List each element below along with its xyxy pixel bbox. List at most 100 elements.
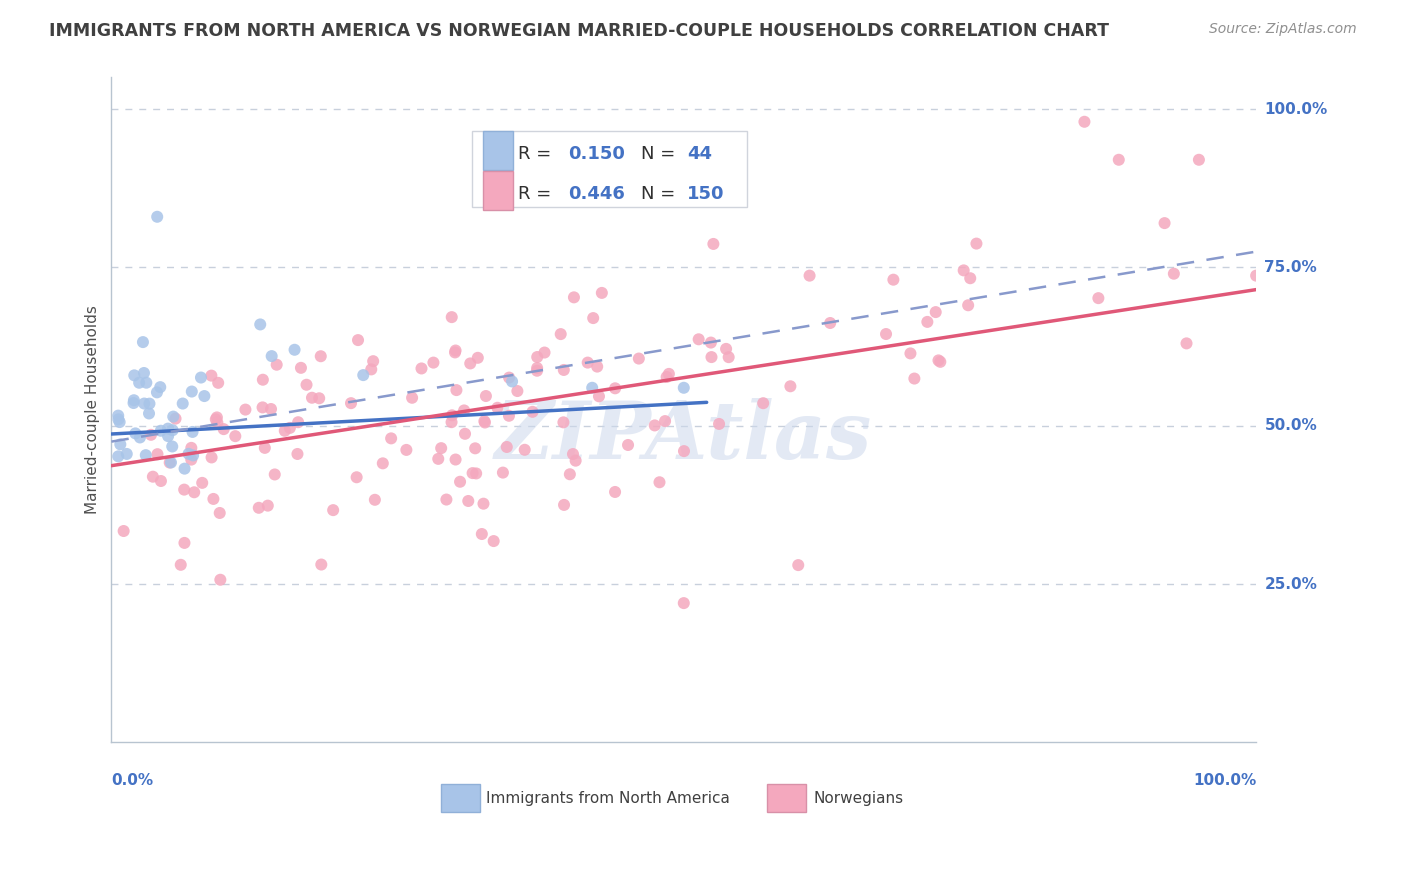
Point xyxy=(558,467,581,482)
Point xyxy=(122,368,145,383)
Point xyxy=(929,355,952,369)
Point xyxy=(132,366,155,380)
Point xyxy=(787,558,810,573)
Point xyxy=(1244,268,1267,283)
Point xyxy=(458,356,481,370)
Point xyxy=(526,364,548,378)
Point xyxy=(173,483,195,497)
Point xyxy=(903,371,925,385)
Point xyxy=(160,455,183,469)
Point xyxy=(617,438,640,452)
Point xyxy=(752,396,775,410)
Point xyxy=(287,415,309,429)
Point xyxy=(290,360,312,375)
Point xyxy=(553,415,575,429)
Point xyxy=(191,475,214,490)
FancyBboxPatch shape xyxy=(484,170,513,210)
Point xyxy=(200,450,222,465)
Point xyxy=(115,447,138,461)
Point xyxy=(702,236,724,251)
Point xyxy=(1163,267,1185,281)
Point xyxy=(371,456,394,470)
Point xyxy=(581,381,603,395)
Point xyxy=(122,393,145,408)
Point xyxy=(364,492,387,507)
Point xyxy=(135,448,157,462)
Point xyxy=(135,376,157,390)
Point xyxy=(591,285,613,300)
Point xyxy=(107,409,129,423)
Point xyxy=(475,389,498,403)
Point xyxy=(149,424,172,438)
Y-axis label: Married-couple Households: Married-couple Households xyxy=(86,305,100,515)
Point xyxy=(927,353,949,368)
Point xyxy=(401,391,423,405)
Point xyxy=(965,236,987,251)
Point xyxy=(495,440,517,454)
Point xyxy=(427,451,450,466)
Text: 0.446: 0.446 xyxy=(568,185,626,202)
Point xyxy=(799,268,821,283)
Point xyxy=(562,447,585,461)
Point xyxy=(688,332,710,346)
FancyBboxPatch shape xyxy=(441,784,479,813)
Point xyxy=(157,429,180,443)
Point xyxy=(183,485,205,500)
Point xyxy=(440,415,463,429)
Point xyxy=(655,370,678,384)
Point xyxy=(672,381,695,395)
Point xyxy=(1153,216,1175,230)
Point xyxy=(714,342,737,356)
Point xyxy=(252,373,274,387)
Text: IMMIGRANTS FROM NORTH AMERICA VS NORWEGIAN MARRIED-COUPLE HOUSEHOLDS CORRELATION: IMMIGRANTS FROM NORTH AMERICA VS NORWEGI… xyxy=(49,22,1109,40)
Point xyxy=(110,437,132,451)
Point xyxy=(162,423,184,437)
Point xyxy=(453,403,475,417)
Point xyxy=(925,305,948,319)
Point xyxy=(1087,291,1109,305)
Point xyxy=(472,497,495,511)
Point xyxy=(159,456,181,470)
Point xyxy=(266,358,288,372)
Point xyxy=(149,474,172,488)
Point xyxy=(263,467,285,482)
Point xyxy=(588,389,610,403)
Point xyxy=(207,376,229,390)
Point xyxy=(959,271,981,285)
Point xyxy=(564,453,586,467)
Point xyxy=(486,401,509,415)
Point xyxy=(346,470,368,484)
Point xyxy=(474,416,496,430)
Point xyxy=(707,417,730,431)
Point xyxy=(482,534,505,549)
Point xyxy=(441,409,464,423)
Point xyxy=(700,335,723,350)
Text: 0.150: 0.150 xyxy=(568,145,626,163)
Point xyxy=(181,449,204,463)
Point xyxy=(952,263,974,277)
Point xyxy=(284,343,307,357)
Text: 150: 150 xyxy=(688,185,724,202)
Point xyxy=(165,411,187,425)
Point xyxy=(204,412,226,426)
Point xyxy=(553,363,575,377)
Point xyxy=(128,376,150,390)
Point xyxy=(146,385,169,400)
Point xyxy=(340,396,363,410)
Point xyxy=(347,333,370,347)
Point xyxy=(454,426,477,441)
Point xyxy=(526,361,548,376)
Point xyxy=(411,361,433,376)
Point xyxy=(180,384,202,399)
Point xyxy=(562,290,585,304)
Point xyxy=(498,409,520,423)
Point xyxy=(513,442,536,457)
Point xyxy=(582,311,605,326)
Point xyxy=(308,391,330,405)
Point xyxy=(177,447,200,461)
Point xyxy=(603,381,626,395)
Point xyxy=(142,469,165,483)
Point xyxy=(322,503,344,517)
Point xyxy=(162,440,184,454)
Point xyxy=(457,494,479,508)
